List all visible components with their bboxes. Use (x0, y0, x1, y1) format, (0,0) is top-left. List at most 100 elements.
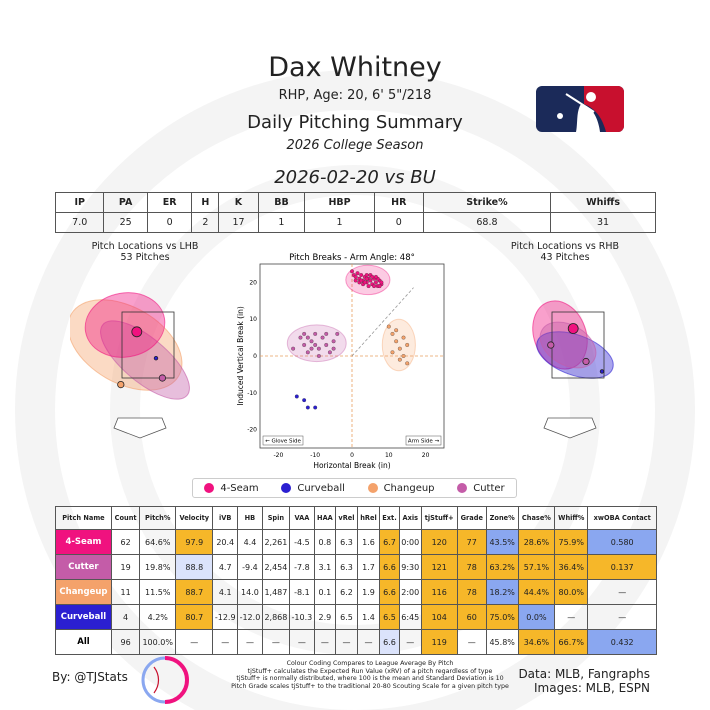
pitch-value-cell: 6.6 (379, 629, 400, 655)
pitch-value-cell: 1.4 (356, 604, 381, 630)
break-point (390, 331, 395, 336)
legend-swatch (367, 483, 378, 493)
y-tick-label: 20 (249, 279, 257, 286)
pitch-value-cell: 2.9 (313, 604, 337, 630)
legend-label: 4-Seam (220, 482, 259, 494)
pitch-value-cell: -4.5 (289, 529, 315, 555)
pitch-header-cell: VAA (289, 506, 315, 530)
pitch-value-cell: — (456, 629, 487, 655)
home-plate (113, 417, 167, 439)
pitch-value-cell: 20.4 (212, 529, 239, 555)
pitch-value-cell: -8.1 (289, 579, 315, 605)
stat-value-cell: 0 (146, 212, 193, 233)
break-point (324, 331, 329, 336)
pitch-header-cell: tjStuff+ (420, 506, 458, 530)
pitch-header-cell: HB (237, 506, 263, 530)
break-point (313, 331, 318, 336)
pitch-value-cell: 63.2% (485, 554, 519, 580)
break-ellipse (381, 318, 416, 372)
break-point (401, 335, 406, 340)
pitch-value-cell: 0.580 (587, 529, 657, 555)
lhb-location-plot (70, 292, 190, 439)
pitch-value-cell: 6:45 (398, 604, 422, 630)
footer-note-line: Pitch Grade scales tjStuff+ to the tradi… (231, 682, 509, 690)
pitch-value-cell: 75.9% (554, 529, 589, 555)
pitch-value-cell: 36.4% (554, 554, 589, 580)
pitch-value-cell: 44.4% (517, 579, 556, 605)
break-point (305, 405, 310, 410)
break-point (313, 405, 318, 410)
pitch-value-cell: 28.6% (517, 529, 556, 555)
break-point (350, 269, 354, 274)
pitch-value-cell: 2,261 (261, 529, 291, 555)
location-point (599, 369, 605, 374)
pitch-value-cell: 2:00 (398, 579, 422, 605)
pitch-value-cell: — (335, 629, 358, 655)
image-source: Images: MLB, ESPN (533, 681, 650, 695)
pitch-value-cell: 4.2% (139, 604, 177, 630)
footer-notes: Colour Coding Compares to League Average… (210, 660, 530, 690)
glove-side-label: ← Glove Side (262, 435, 304, 446)
break-point (331, 346, 336, 351)
legend-swatch (204, 483, 215, 493)
break-point (405, 343, 410, 347)
pitch-value-cell: 2,868 (261, 604, 291, 630)
pitch-value-cell: 0.1 (313, 579, 337, 605)
x-tick-label: -20 (273, 452, 283, 459)
stat-header-cell: BB (257, 192, 306, 213)
pitch-value-cell: 4.1 (212, 579, 239, 605)
pitch-value-cell: -10.3 (289, 604, 315, 630)
pitch-header-cell: iVB (212, 506, 239, 530)
legend-label: Curveball (297, 482, 345, 494)
svg-text:← Glove Side: ← Glove Side (265, 439, 301, 445)
break-point (379, 280, 384, 285)
break-point (327, 350, 332, 355)
season-label: 2026 College Season (286, 138, 424, 153)
strike-zone (121, 311, 175, 379)
break-point (373, 274, 378, 279)
x-tick-label: 20 (422, 452, 430, 459)
game-label: 2026-02-20 vs BU (274, 167, 436, 188)
location-point (582, 357, 590, 366)
break-point (370, 274, 375, 279)
stat-value-cell: 17 (218, 212, 259, 233)
pitch-value-cell: 119 (420, 629, 458, 655)
svg-text:Arm Side →: Arm Side → (408, 439, 440, 445)
pitch-value-cell: 18.2% (485, 579, 519, 605)
location-point (153, 355, 159, 361)
pitch-value-cell: 0.8 (313, 529, 337, 555)
pitch-value-cell: 3.1 (313, 554, 337, 580)
pitch-row: 4-Seam 62 64.6% 97.9 20.4 4.4 2,261 -4.5 0.8 6.3 1… (55, 529, 657, 555)
pitcher-bio: RHP, Age: 20, 6' 5"/218 (278, 88, 432, 103)
stat-header-cell: HBP (304, 192, 375, 213)
stat-header-cell: Strike% (422, 192, 552, 213)
break-point (309, 339, 314, 344)
stat-header-cell: ER (146, 192, 193, 213)
break-point (294, 394, 299, 399)
pitch-value-cell: — (175, 629, 214, 655)
pitch-value-cell: — (237, 629, 263, 655)
lhb-title: Pitch Locations vs LHB (91, 241, 199, 252)
break-point (324, 343, 329, 347)
game-stat-table: IP PA ER H K BB HBP HR Strike% Whiffs 7.0 25 0 2 17 1 1… (54, 192, 656, 233)
pitch-header-cell: vRel (335, 506, 358, 530)
pitch-header-cell: Velocity (175, 506, 214, 530)
break-point (372, 284, 377, 289)
break-point (353, 278, 358, 283)
pitch-header-cell: Spin (261, 506, 291, 530)
location-point (547, 341, 555, 349)
pitch-value-cell: 1.6 (356, 529, 381, 555)
pitch-value-cell: 0:00 (398, 529, 422, 555)
footer-note-line: tjStuff+ calculates the Expected Run Val… (247, 667, 493, 675)
stat-header-cell: HR (373, 192, 424, 213)
break-point (397, 346, 402, 351)
pitch-name-cell: Curveball (55, 604, 112, 630)
home-plate (543, 417, 597, 439)
pitch-value-cell: 62 (110, 529, 141, 555)
pitch-value-cell: 78 (456, 579, 487, 605)
x-axis-label: Horizontal Break (in) (313, 461, 390, 470)
stat-value-cell: 68.8 (422, 212, 552, 233)
pitch-value-cell: 88.8 (175, 554, 214, 580)
location-ellipse (100, 320, 190, 400)
legend-item: Changeup (367, 483, 435, 494)
